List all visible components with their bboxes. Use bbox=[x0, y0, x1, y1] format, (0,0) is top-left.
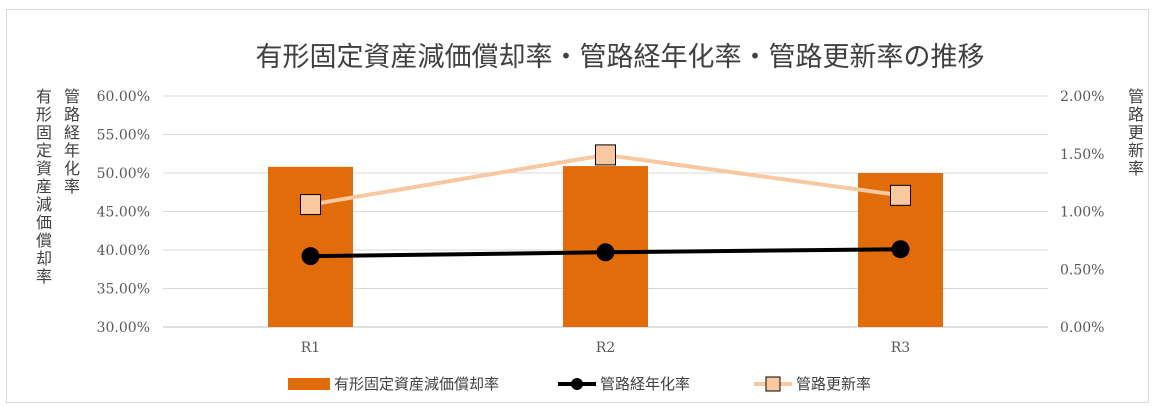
circle-marker bbox=[301, 247, 320, 266]
left-axis-title-char: 定 bbox=[36, 141, 52, 160]
left-axis-title-char: 減 bbox=[36, 195, 52, 214]
right-tick-label: 1.50% bbox=[1060, 147, 1104, 163]
left-axis-title-char: 固 bbox=[36, 123, 52, 142]
legend-swatch-bar bbox=[288, 378, 330, 390]
square-marker bbox=[300, 194, 321, 216]
left-axis-title-char: 産 bbox=[36, 177, 52, 196]
left-axis-ticks: 30.00% 35.00% 40.00% 45.00% 50.00% 55.00% 60.0… bbox=[97, 89, 150, 336]
square-marker bbox=[890, 184, 911, 206]
left-axis-title-char: 化 bbox=[64, 159, 80, 178]
left-tick-label: 55.00% bbox=[97, 128, 150, 144]
square-marker bbox=[595, 144, 616, 166]
left-axis-title-char: 資 bbox=[36, 159, 52, 178]
left-axis-title-char: 管 bbox=[64, 87, 80, 106]
right-axis-title-char: 率 bbox=[1128, 159, 1144, 178]
left-axis-title-char: 年 bbox=[64, 141, 80, 160]
left-axis-title-char: 償 bbox=[36, 231, 52, 250]
line-series bbox=[300, 144, 911, 266]
left-axis-title-char: 路 bbox=[64, 105, 80, 124]
right-axis-title-char: 管 bbox=[1128, 87, 1144, 106]
left-axis-title-char: 率 bbox=[36, 267, 52, 286]
left-axis-title-char: 経 bbox=[64, 123, 80, 142]
left-tick-label: 45.00% bbox=[97, 205, 150, 221]
right-tick-label: 2.00% bbox=[1060, 89, 1104, 105]
left-tick-label: 35.00% bbox=[97, 282, 150, 298]
left-axis-title-char: 却 bbox=[36, 249, 52, 268]
right-tick-label: 0.00% bbox=[1060, 320, 1104, 336]
right-axis-title-char: 更 bbox=[1128, 123, 1144, 142]
category-label: R1 bbox=[301, 340, 320, 356]
right-axis-title-char: 新 bbox=[1128, 141, 1144, 160]
circle-marker bbox=[891, 240, 910, 259]
left-tick-label: 60.00% bbox=[97, 89, 150, 105]
legend-label: 管路経年化率 bbox=[600, 375, 690, 393]
right-axis-title-char: 路 bbox=[1128, 105, 1144, 124]
left-axis-title-char: 率 bbox=[64, 177, 80, 196]
legend: 有形固定資産減価償却率 管路経年化率 管路更新率 bbox=[288, 375, 871, 393]
left-axis-title-char: 有 bbox=[36, 87, 52, 106]
right-tick-label: 0.50% bbox=[1060, 262, 1104, 278]
left-tick-label: 40.00% bbox=[97, 243, 150, 259]
category-label: R3 bbox=[891, 340, 910, 356]
chart-title: 有形固定資産減価償却率・管路経年化率・管路更新率の推移 bbox=[256, 42, 985, 73]
legend-swatch-marker bbox=[571, 378, 583, 390]
left-tick-label: 50.00% bbox=[97, 166, 150, 182]
right-axis-ticks: 0.00% 0.50% 1.00% 1.50% 2.00% bbox=[1060, 89, 1104, 336]
legend-label: 管路更新率 bbox=[796, 375, 871, 393]
bar-series bbox=[268, 166, 943, 327]
legend-label: 有形固定資産減価償却率 bbox=[334, 375, 499, 393]
legend-swatch-marker bbox=[765, 376, 781, 392]
left-axis-title-char: 価 bbox=[36, 213, 52, 232]
category-label: R2 bbox=[596, 340, 615, 356]
right-tick-label: 1.00% bbox=[1060, 205, 1104, 221]
left-tick-label: 30.00% bbox=[97, 320, 150, 336]
bar bbox=[268, 166, 353, 327]
category-labels: R1 R2 R3 bbox=[301, 340, 910, 356]
circle-marker bbox=[596, 243, 615, 262]
left-axis-title-char: 形 bbox=[36, 105, 52, 124]
